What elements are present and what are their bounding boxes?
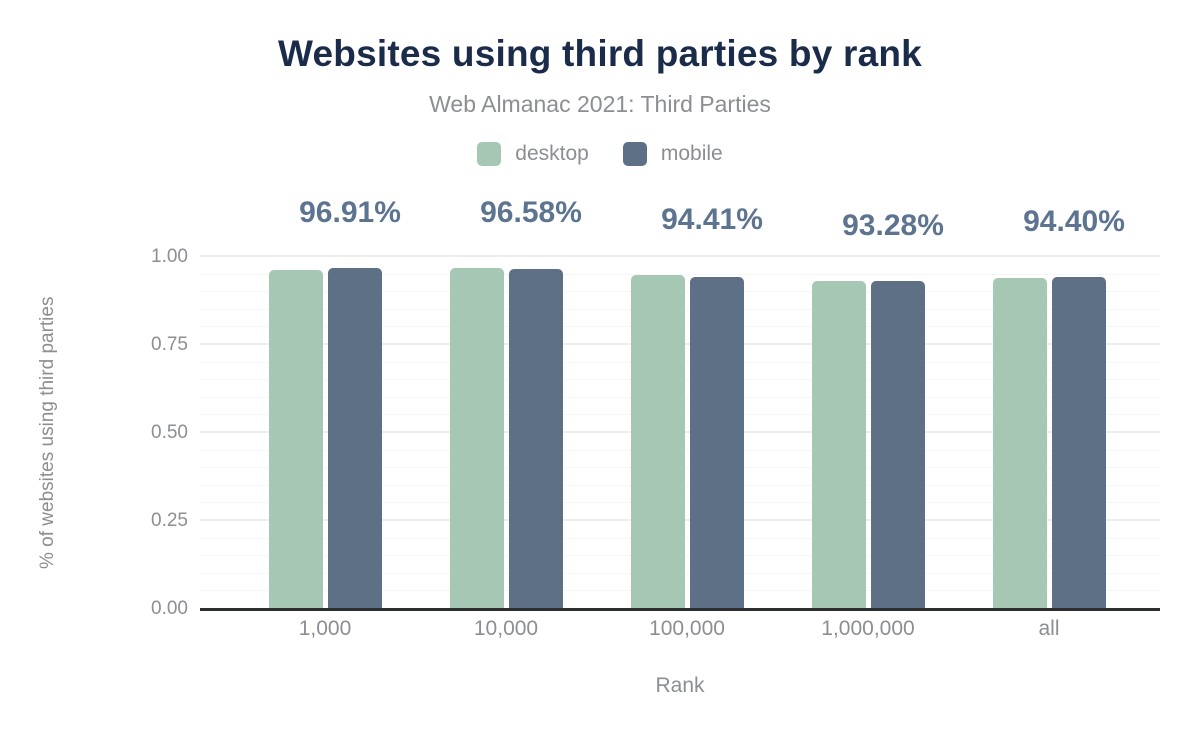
bar-mobile[interactable] [508, 269, 563, 609]
legend-item-mobile[interactable]: mobile [622, 142, 723, 166]
bar-desktop[interactable] [268, 270, 323, 609]
legend-label-desktop: desktop [515, 142, 589, 165]
bar-mobile[interactable] [689, 276, 744, 609]
y-axis-ticks: 0.00 0.25 0.50 0.75 1.00 [118, 246, 188, 619]
x-tick-label: 1,000 [298, 617, 352, 640]
minor-gridline [200, 273, 1160, 275]
y-axis-title: % of websites using third parties [37, 296, 58, 570]
bar-desktop[interactable] [630, 274, 685, 609]
y-tick-label: 1.00 [151, 246, 188, 267]
chart-title: Websites using third parties by rank [278, 33, 922, 74]
bar-group [992, 257, 1106, 609]
bar-desktop[interactable] [449, 267, 504, 609]
y-tick-label: 0.00 [151, 598, 188, 619]
bar-desktop[interactable] [992, 278, 1047, 609]
bar-group [630, 257, 744, 609]
legend-label-mobile: mobile [660, 142, 723, 165]
bar-value-label: 94.40% [1023, 204, 1125, 238]
bar-mobile[interactable] [870, 280, 925, 609]
legend-item-desktop[interactable]: desktop [477, 142, 589, 166]
x-tick-label: 10,000 [473, 617, 539, 640]
bar-mobile[interactable] [1051, 276, 1106, 609]
major-gridline [200, 255, 1160, 257]
legend: desktop mobile [0, 142, 1200, 166]
y-tick-label: 0.75 [151, 334, 188, 355]
bar-group [449, 257, 563, 609]
x-axis-ticks: 1,000 10,000 100,000 1,000,000 all [200, 617, 1160, 643]
x-axis-line [200, 608, 1160, 611]
bar-value-label: 96.91% [299, 195, 401, 229]
x-axis-title: Rank [655, 674, 705, 697]
bar-desktop[interactable] [811, 281, 866, 609]
bar-group [268, 257, 382, 609]
x-tick-label: 100,000 [649, 617, 725, 640]
bar-value-label: 96.58% [480, 195, 582, 229]
x-tick-label: all [1038, 617, 1060, 640]
chart-subtitle: Web Almanac 2021: Third Parties [429, 91, 771, 117]
desktop-swatch-icon [477, 142, 502, 166]
plot-area: 96.91% 96.58% 94.41% 93.28% 94.40% [200, 196, 1160, 609]
y-tick-label: 0.25 [151, 510, 188, 531]
mobile-swatch-icon [622, 142, 647, 166]
x-tick-label: 1,000,000 [821, 617, 915, 640]
bar-group [811, 257, 925, 609]
bar-value-label: 94.41% [661, 202, 763, 236]
y-tick-label: 0.50 [151, 422, 188, 443]
bar-mobile[interactable] [327, 267, 382, 609]
bar-value-label: 93.28% [842, 208, 944, 242]
